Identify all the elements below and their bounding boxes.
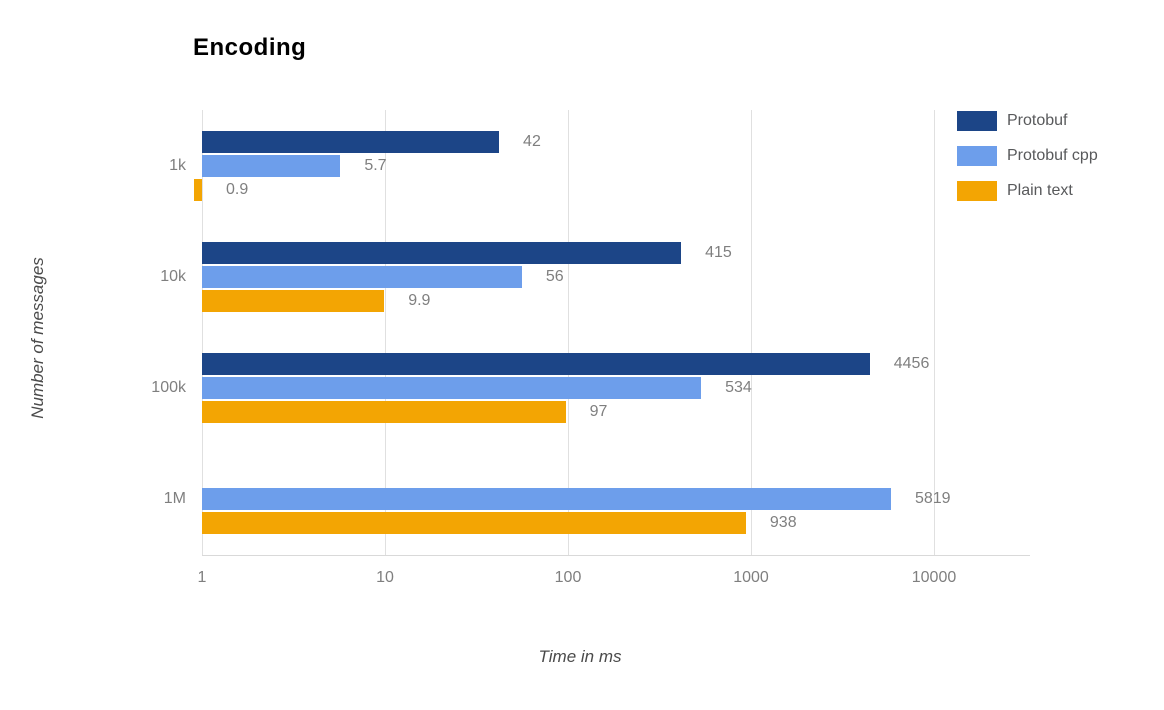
category-label: 1M	[163, 490, 186, 508]
legend-label: Protobuf	[1007, 111, 1068, 129]
x-tick-label: 100	[554, 569, 582, 586]
bar-value-label: 0.9	[226, 180, 249, 198]
bar-value-label: 5819	[914, 490, 951, 508]
legend-label: Protobuf cpp	[1007, 146, 1098, 164]
x-tick-label: 1	[197, 569, 207, 586]
bar	[193, 178, 202, 201]
legend-item: Protobuf cpp	[957, 145, 1098, 166]
bar-value-label: 5.7	[364, 156, 387, 174]
x-axis-title: Time in ms	[538, 647, 622, 666]
legend-swatch-icon	[957, 110, 997, 131]
bar	[202, 289, 385, 312]
gridline	[568, 110, 569, 555]
y-category-labels: 1k 10k 100k 1M	[0, 110, 188, 555]
bar-value-label: 938	[769, 514, 797, 532]
gridline	[934, 110, 935, 555]
legend-label: Plain text	[1007, 181, 1073, 199]
legend-item: Plain text	[957, 180, 1098, 201]
bar-value-label: 9.9	[408, 291, 431, 309]
bar-value-label: 56	[545, 267, 564, 285]
category-label: 1k	[169, 156, 186, 174]
plot-area: 42 5.7 0.9 415 56 9.9 4456 534 97 5819 938	[193, 110, 1030, 556]
chart-title: Encoding	[193, 34, 307, 61]
gridline	[202, 110, 203, 555]
category-label: 100k	[151, 379, 186, 397]
bar	[202, 241, 682, 264]
x-tick-labels: 1 10 100 1000 10000	[198, 555, 1030, 595]
bar-value-label: 42	[523, 132, 541, 150]
legend: Protobuf Protobuf cpp Plain text	[957, 110, 1098, 215]
legend-swatch-icon	[957, 145, 997, 166]
bar	[202, 353, 870, 376]
x-tick-label: 1000	[733, 569, 769, 586]
bar-value-label: 534	[725, 379, 752, 397]
bar-value-label: 4456	[893, 355, 930, 373]
bar	[202, 401, 566, 424]
legend-swatch-icon	[957, 180, 997, 201]
legend-item: Protobuf	[957, 110, 1098, 131]
bar-value-label: 415	[705, 243, 732, 261]
gridline	[385, 110, 386, 555]
bar	[202, 512, 746, 535]
x-tick-label: 10	[376, 569, 394, 586]
gridline	[751, 110, 752, 555]
category-label: 10k	[160, 267, 186, 285]
bar	[202, 488, 891, 511]
x-tick-label: 10000	[911, 569, 957, 586]
bar	[202, 130, 500, 153]
bar-value-label: 97	[589, 403, 608, 421]
bar	[202, 154, 341, 177]
bar	[202, 265, 522, 288]
bar	[202, 377, 702, 400]
